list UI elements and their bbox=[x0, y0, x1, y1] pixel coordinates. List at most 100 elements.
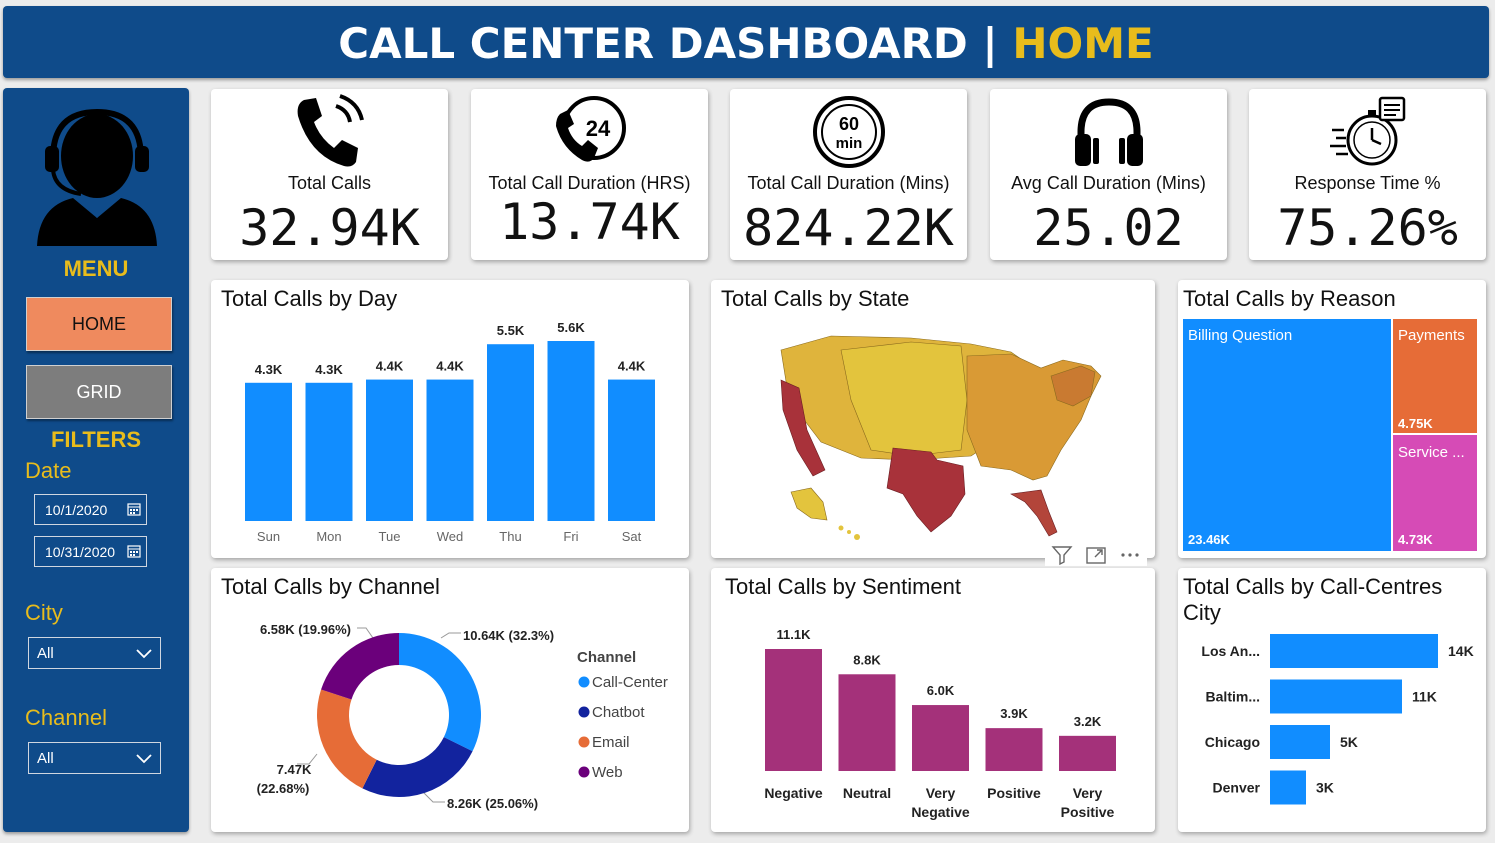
data-label: 3.2K bbox=[1074, 714, 1102, 729]
data-label: 8.26K (25.06%) bbox=[447, 796, 538, 811]
data-label: 10.64K (32.3%) bbox=[463, 628, 554, 643]
data-label: 7.47K bbox=[277, 762, 312, 777]
treemap-value: 23.46K bbox=[1188, 532, 1231, 547]
bar[interactable] bbox=[608, 379, 655, 521]
visual-header-toolbar bbox=[1045, 544, 1147, 566]
legend-marker bbox=[578, 766, 590, 778]
data-label: 4.3K bbox=[315, 362, 343, 377]
kpi-label: Response Time % bbox=[1294, 173, 1441, 193]
data-label: 4.4K bbox=[618, 359, 646, 374]
bar[interactable] bbox=[426, 379, 474, 521]
bar[interactable] bbox=[305, 382, 353, 521]
y-tick-label: Los An... bbox=[1201, 643, 1260, 659]
legend-entry: Email bbox=[592, 734, 630, 751]
bar[interactable] bbox=[547, 341, 595, 521]
treemap-tile-payments[interactable] bbox=[1393, 319, 1477, 433]
grid-button[interactable]: GRID bbox=[26, 365, 172, 419]
kpi-value: 13.74K bbox=[499, 193, 680, 251]
leader-line bbox=[297, 753, 318, 765]
bar[interactable] bbox=[1270, 634, 1438, 668]
date-from-value: 10/1/2020 bbox=[45, 501, 108, 518]
data-label: 5.6K bbox=[557, 320, 585, 335]
treemap-label: Billing Question bbox=[1188, 327, 1292, 344]
treemap-tile-billing[interactable] bbox=[1183, 319, 1391, 551]
data-label: 5K bbox=[1340, 734, 1358, 750]
city-select[interactable]: All bbox=[28, 637, 161, 669]
date-filter-label: Date bbox=[25, 458, 72, 483]
city-filter-label: City bbox=[25, 600, 63, 625]
donut-slice[interactable] bbox=[399, 633, 481, 752]
calendar-icon[interactable] bbox=[127, 544, 141, 558]
legend-marker bbox=[578, 736, 590, 748]
bar[interactable] bbox=[985, 728, 1043, 771]
bar[interactable] bbox=[245, 382, 292, 521]
x-tick-label: Fri bbox=[563, 529, 578, 544]
data-label: 11K bbox=[1412, 689, 1437, 705]
channel-select[interactable]: All bbox=[28, 742, 161, 774]
x-tick-label: Negative bbox=[911, 804, 970, 820]
legend-entry: Chatbot bbox=[592, 704, 645, 721]
bar[interactable] bbox=[838, 674, 896, 771]
us-states-map[interactable] bbox=[711, 280, 1155, 558]
leader-line bbox=[440, 632, 461, 639]
x-tick-label: Positive bbox=[987, 785, 1041, 801]
filters-title: FILTERS bbox=[50, 427, 142, 452]
sidebar: MENU HOME GRID FILTERS Date 10/1/2020 10… bbox=[3, 88, 189, 832]
calls-by-sentiment-card: Total Calls by Sentiment 11.1K Negative 8.… bbox=[711, 568, 1155, 832]
calls-by-channel-donut: Channel Call-Center Chatbot Email Web 10… bbox=[257, 622, 668, 811]
kpi-card-avg-call-duration: Avg Call Duration (Mins) 25.02 bbox=[990, 89, 1227, 260]
bar[interactable] bbox=[487, 344, 534, 521]
more-options-icon[interactable] bbox=[1119, 544, 1141, 566]
chevron-down-icon[interactable] bbox=[136, 752, 152, 764]
bar[interactable] bbox=[1270, 679, 1402, 714]
data-label: (22.68%) bbox=[257, 781, 310, 796]
calls-by-reason-card: Total Calls by Reason Billing Question 2… bbox=[1178, 280, 1486, 558]
kpi-label: Total Call Duration (Mins) bbox=[747, 173, 950, 193]
map-region-texas bbox=[886, 447, 966, 533]
kpi-value: 824.22K bbox=[743, 199, 954, 257]
data-label: 6.58K (19.96%) bbox=[260, 622, 351, 637]
bar[interactable] bbox=[912, 705, 969, 771]
kpi-card-response-time: Response Time % 75.26% bbox=[1249, 89, 1486, 260]
chart-title: Total Calls by Call-Centres City bbox=[1183, 574, 1443, 625]
bar[interactable] bbox=[1059, 735, 1116, 771]
data-label: 4.3K bbox=[255, 362, 283, 377]
focus-mode-icon[interactable] bbox=[1085, 544, 1107, 566]
page-title-highlight: HOME bbox=[1012, 19, 1154, 68]
svg-text:min: min bbox=[835, 135, 862, 152]
chevron-down-icon[interactable] bbox=[136, 647, 152, 659]
filter-icon[interactable] bbox=[1051, 544, 1073, 566]
bar[interactable] bbox=[1270, 770, 1306, 805]
calendar-icon[interactable] bbox=[127, 502, 141, 516]
data-label: 4.4K bbox=[376, 359, 404, 374]
treemap-value: 4.73K bbox=[1398, 532, 1433, 547]
treemap-tile-service[interactable] bbox=[1393, 435, 1477, 551]
donut-slice[interactable] bbox=[362, 737, 473, 797]
home-button[interactable]: HOME bbox=[26, 297, 172, 351]
x-tick-label: Sun bbox=[257, 529, 280, 544]
map-region-alaska bbox=[790, 487, 828, 521]
x-tick-label: Sat bbox=[622, 529, 642, 544]
data-label: 11.1K bbox=[777, 627, 812, 642]
call-center-agent-icon bbox=[37, 108, 157, 246]
date-to-input[interactable]: 10/31/2020 bbox=[34, 536, 147, 567]
x-tick-label: Positive bbox=[1061, 804, 1115, 820]
donut-slice[interactable] bbox=[321, 633, 399, 700]
calls-by-channel-card: Total Calls by Channel Channel Call-Cent… bbox=[211, 568, 689, 832]
data-label: 8.8K bbox=[853, 652, 881, 667]
data-label: 14K bbox=[1448, 643, 1474, 659]
bar[interactable] bbox=[1270, 725, 1330, 759]
map-region-hawaii bbox=[838, 525, 844, 531]
data-label: 4.4K bbox=[436, 359, 464, 374]
date-to-value: 10/31/2020 bbox=[45, 543, 116, 560]
chart-title: Total Calls by Channel bbox=[221, 574, 440, 599]
calls-by-city-card: Total Calls by Call-Centres City Los An.… bbox=[1178, 568, 1486, 832]
headphones-icon bbox=[1074, 98, 1143, 166]
date-from-input[interactable]: 10/1/2020 bbox=[34, 494, 147, 525]
bar[interactable] bbox=[366, 379, 413, 521]
donut-slice[interactable] bbox=[317, 689, 377, 789]
map-region-hawaii bbox=[854, 534, 860, 540]
bar[interactable] bbox=[765, 649, 822, 771]
calls-by-city-chart: Los An... 14K Baltim... 11K Chicago 5K Denver 3… bbox=[1201, 634, 1474, 805]
x-tick-label: Mon bbox=[316, 529, 341, 544]
